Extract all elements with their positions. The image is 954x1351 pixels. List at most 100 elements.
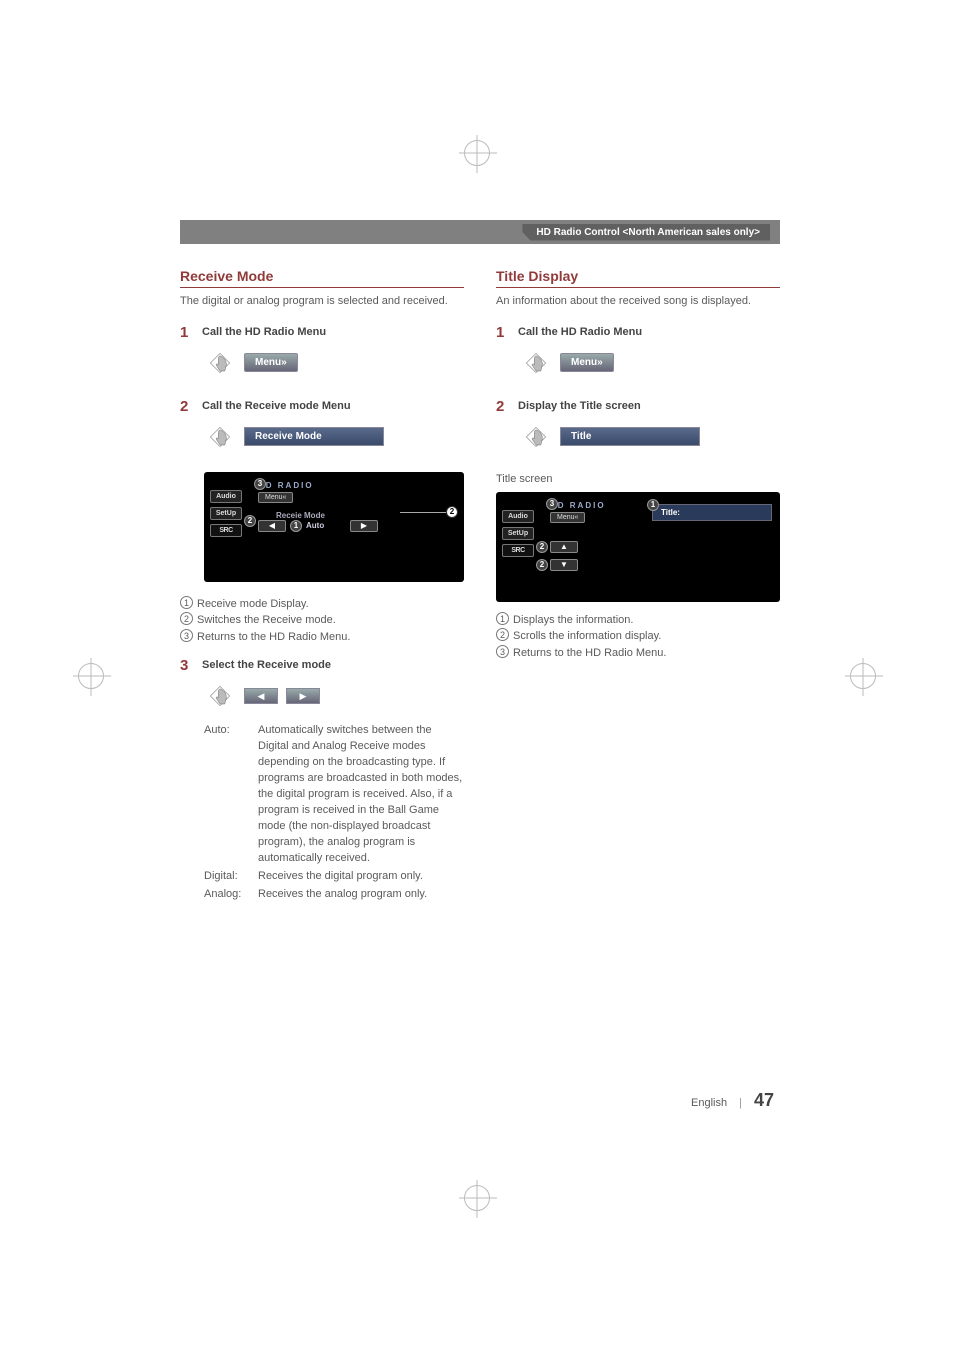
src-tab[interactable]: SRC xyxy=(210,524,242,537)
setup-tab[interactable]: SetUp xyxy=(502,527,534,540)
page-content: HD Radio Control <North American sales o… xyxy=(180,220,780,917)
menu-button[interactable]: Menu» xyxy=(244,353,298,372)
screen-menu-button[interactable]: Menu« xyxy=(258,492,293,503)
title-field-label: Title: xyxy=(661,508,680,517)
src-tab[interactable]: SRC xyxy=(502,544,534,557)
legend-row: 2Switches the Receive mode. xyxy=(180,612,464,629)
screen-menu-button[interactable]: Menu« xyxy=(550,512,585,523)
step-text: Call the Receive mode Menu xyxy=(202,398,351,412)
register-mark-right xyxy=(850,663,876,689)
def-row: Auto: Automatically switches between the… xyxy=(204,723,464,866)
screen-frame-label: HD RADIO xyxy=(258,481,314,490)
left-step-1-body: Menu» xyxy=(204,347,464,384)
step-number: 2 xyxy=(180,398,194,415)
left-step-3-body: ◀ ▶ Auto: Automatically switches between… xyxy=(204,680,464,902)
screen-field-label: Receie Mode xyxy=(276,511,378,520)
header-bar: HD Radio Control <North American sales o… xyxy=(180,220,780,244)
title-bar[interactable]: Title xyxy=(560,427,700,446)
right-legend: 1 Displays the information. 2Scrolls the … xyxy=(496,612,780,662)
legend-text: Returns to the HD Radio Menu. xyxy=(513,645,666,662)
side-tabs: Audio SetUp SRC xyxy=(210,490,242,537)
touch-gesture: ◀ ▶ xyxy=(204,680,320,712)
hand-icon xyxy=(204,680,236,712)
def-desc-auto: Automatically switches between the Digit… xyxy=(258,723,464,866)
callout-1: 1 xyxy=(290,520,302,532)
left-step-2-body: Receive Mode xyxy=(204,421,464,458)
touch-gesture: Receive Mode xyxy=(204,421,384,453)
hand-icon xyxy=(204,421,236,453)
legend-row: 2Scrolls the information display. xyxy=(496,628,780,645)
def-desc-analog: Receives the analog program only. xyxy=(258,887,427,903)
arrow-left-button[interactable]: ◀ xyxy=(244,688,278,704)
step-text: Select the Receive mode xyxy=(202,657,331,671)
register-mark-left xyxy=(78,663,104,689)
columns: Receive Mode The digital or analog progr… xyxy=(180,268,780,917)
legend-num: 3 xyxy=(180,629,193,642)
title-display-title: Title Display xyxy=(496,268,780,288)
step-number: 2 xyxy=(496,398,510,415)
right-step-1-body: Menu» xyxy=(520,347,780,384)
callout-3: 3 xyxy=(254,478,266,490)
receive-mode-screen: Audio SetUp SRC HD RADIO 3 Menu« 2 xyxy=(204,472,464,582)
callout-2b: 2 xyxy=(536,559,548,571)
arrow-right-button[interactable]: ▶ xyxy=(286,688,320,704)
right-step-2-body: Title xyxy=(520,421,780,458)
def-term-auto: Auto: xyxy=(204,723,248,866)
receive-mode-title: Receive Mode xyxy=(180,268,464,288)
touch-gesture: Title xyxy=(520,421,700,453)
receive-mode-bar[interactable]: Receive Mode xyxy=(244,427,384,446)
legend-text: Returns to the HD Radio Menu. xyxy=(197,629,350,646)
step-text: Call the HD Radio Menu xyxy=(518,324,642,338)
touch-gesture: Menu» xyxy=(520,347,614,379)
audio-tab[interactable]: Audio xyxy=(210,490,242,503)
callout-1: 1 xyxy=(647,499,659,511)
title-screen: Audio SetUp SRC HD RADIO 3 Menu« 2 ▲ xyxy=(496,492,780,602)
left-step-2: 2 Call the Receive mode Menu xyxy=(180,398,464,415)
legend-text: Displays the information. xyxy=(513,612,633,629)
screen-frame-label: HD RADIO xyxy=(550,501,606,510)
step-number: 1 xyxy=(180,324,194,341)
hand-icon xyxy=(204,347,236,379)
legend-num: 1 xyxy=(180,596,193,609)
callout-2-outer: 2 xyxy=(446,506,458,518)
legend-text: Receive mode Display. xyxy=(197,596,309,613)
legend-num: 1 xyxy=(496,612,509,625)
title-field: 1 Title: xyxy=(652,504,772,521)
title-screen-label: Title screen xyxy=(496,472,780,488)
legend-row: 1 Displays the information. xyxy=(496,612,780,629)
screen-right-arrow[interactable]: ▶ xyxy=(350,520,378,532)
audio-tab[interactable]: Audio xyxy=(502,510,534,523)
right-column: Title Display An information about the r… xyxy=(496,268,780,917)
legend-row: 3 Returns to the HD Radio Menu. xyxy=(180,629,464,646)
receive-mode-intro: The digital or analog program is selecte… xyxy=(180,294,464,310)
register-mark-bottom xyxy=(464,1185,490,1211)
page-footer: English | 47 xyxy=(691,1090,774,1111)
def-row: Digital: Receives the digital program on… xyxy=(204,869,464,885)
step-text: Display the Title screen xyxy=(518,398,641,412)
step-number: 1 xyxy=(496,324,510,341)
def-row: Analog: Receives the analog program only… xyxy=(204,887,464,903)
legend-text: Switches the Receive mode. xyxy=(197,612,336,629)
callout-2: 2 xyxy=(536,541,548,553)
touch-gesture: Menu» xyxy=(204,347,298,379)
menu-button[interactable]: Menu» xyxy=(560,353,614,372)
title-display-intro: An information about the received song i… xyxy=(496,294,780,310)
step-number: 3 xyxy=(180,657,194,674)
left-step-3: 3 Select the Receive mode xyxy=(180,657,464,674)
register-mark-top xyxy=(464,140,490,166)
right-step-2: 2 Display the Title screen xyxy=(496,398,780,415)
left-step-1: 1 Call the HD Radio Menu xyxy=(180,324,464,341)
left-legend: 1 Receive mode Display. 2Switches the Rec… xyxy=(180,596,464,646)
callout-3: 3 xyxy=(546,498,558,510)
callout-2: 2 xyxy=(244,515,256,527)
side-tabs: Audio SetUp SRC xyxy=(502,510,534,557)
screen-left-arrow[interactable]: ◀ xyxy=(258,520,286,532)
def-term-analog: Analog: xyxy=(204,887,248,903)
page-number: 47 xyxy=(754,1090,774,1111)
screen-up-arrow[interactable]: ▲ xyxy=(550,541,578,553)
callout-line xyxy=(400,512,446,513)
setup-tab[interactable]: SetUp xyxy=(210,507,242,520)
screen-down-arrow[interactable]: ▼ xyxy=(550,559,578,571)
right-step-1: 1 Call the HD Radio Menu xyxy=(496,324,780,341)
footer-language: English xyxy=(691,1097,727,1109)
